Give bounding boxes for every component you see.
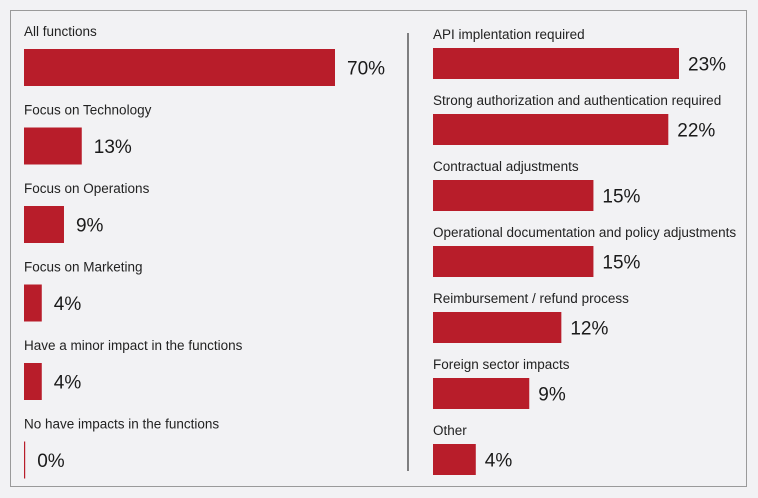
bar <box>433 180 594 211</box>
value-label: 15% <box>602 253 640 274</box>
bar <box>24 441 26 479</box>
bar <box>24 363 42 400</box>
bar <box>433 444 476 475</box>
category-label: Contractual adjustments <box>433 159 579 174</box>
value-label: 22% <box>677 121 715 142</box>
category-label: Focus on Technology <box>24 103 152 118</box>
bar-charts: All functions 70% Focus on Technology 13% Fo… <box>24 24 736 479</box>
value-label: 15% <box>602 187 640 208</box>
chart-frame: All functions 70% Focus on Technology 13% Fo… <box>10 10 747 487</box>
value-label: 70% <box>347 59 385 80</box>
category-label: API implentation required <box>433 27 585 42</box>
value-label: 4% <box>485 451 513 472</box>
value-label: 23% <box>688 55 726 76</box>
bar <box>433 378 530 409</box>
value-label: 0% <box>37 451 65 472</box>
category-label: Focus on Marketing <box>24 260 143 275</box>
bar <box>24 49 335 86</box>
category-label: No have impacts in the functions <box>24 417 219 432</box>
category-label: Have a minor impact in the functions <box>24 338 243 353</box>
left-bar-chart: All functions 70% Focus on Technology 13% Fo… <box>24 24 385 479</box>
value-label: 13% <box>94 137 132 158</box>
bar <box>24 127 82 165</box>
category-label: Other <box>433 423 467 438</box>
bar <box>433 48 679 79</box>
bar <box>433 114 669 145</box>
bar <box>24 206 64 243</box>
category-label: Reimbursement / refund process <box>433 291 629 306</box>
bar <box>433 246 594 277</box>
right-bar-chart: API implentation required 23% Strong autho… <box>433 27 736 475</box>
category-label: Focus on Operations <box>24 181 150 196</box>
bar <box>24 284 42 322</box>
value-label: 12% <box>570 319 608 340</box>
category-label: Foreign sector impacts <box>433 357 570 372</box>
value-label: 4% <box>54 294 82 315</box>
category-label: Operational documentation and policy adj… <box>433 225 736 240</box>
value-label: 4% <box>54 373 82 394</box>
category-label: All functions <box>24 24 97 39</box>
value-label: 9% <box>538 385 566 406</box>
value-label: 9% <box>76 216 104 237</box>
category-label: Strong authorization and authentication … <box>433 93 721 108</box>
bar <box>433 312 562 343</box>
